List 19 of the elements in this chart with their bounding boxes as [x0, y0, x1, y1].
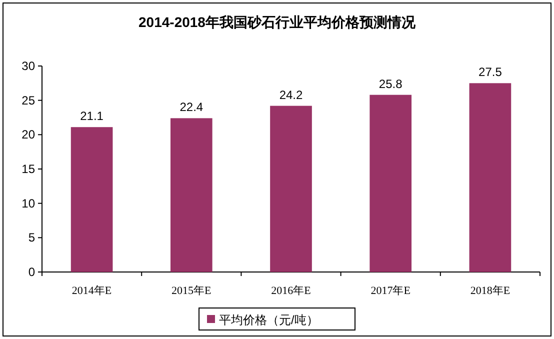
x-tick-label: 2015年E [172, 285, 212, 297]
data-label: 21.1 [80, 109, 104, 124]
x-tick-label: 2018年E [470, 285, 510, 297]
x-tick-label: 2016年E [271, 285, 312, 297]
data-label: 27.5 [478, 65, 502, 80]
y-tick-label: 25 [22, 93, 36, 108]
y-tick-label: 0 [28, 265, 36, 279]
data-label: 22.4 [180, 100, 204, 114]
y-tick-label: 20 [22, 128, 36, 142]
y-tick-label: 10 [22, 196, 36, 210]
x-tick-label: 2014年E [72, 285, 112, 297]
x-tick-label: 2017年E [370, 285, 411, 297]
data-label: 25.8 [378, 76, 403, 91]
legend-label: 平均价格（元/吨） [219, 313, 318, 327]
y-tick-label: 30 [22, 59, 36, 73]
title: 2014-2018年我国砂石行业平均价格预测情况 [138, 14, 416, 30]
y-tick-label: 5 [28, 230, 36, 245]
y-tick-label: 15 [22, 162, 36, 176]
data-label: 24.2 [279, 88, 303, 102]
